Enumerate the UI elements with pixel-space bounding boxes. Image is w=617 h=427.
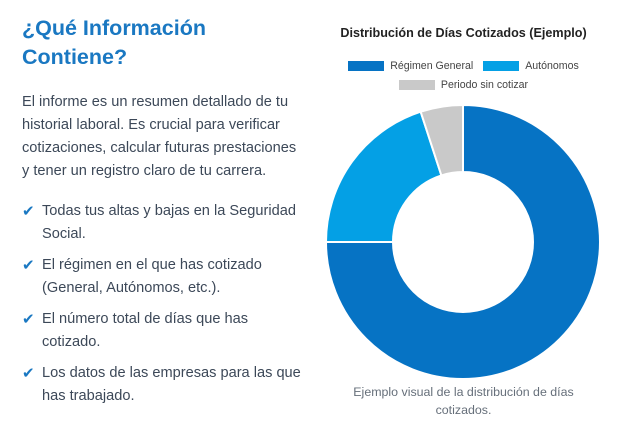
slice-periodo-sin-cotizar[interactable]	[419, 103, 464, 177]
list-item: ✔ El número total de días que has cotiza…	[22, 308, 302, 354]
chart-legend: Régimen General Autónomos Periodo sin co…	[310, 58, 617, 96]
donut-chart	[324, 103, 601, 380]
legend-swatch	[483, 60, 520, 71]
legend-item-regimen-general[interactable]: Régimen General	[348, 60, 473, 72]
feature-list: ✔ Todas tus altas y bajas en la Segurida…	[22, 200, 302, 408]
chart-panel: Distribución de Días Cotizados (Ejemplo)…	[310, 0, 617, 427]
legend-label: Autónomos	[525, 59, 579, 72]
slice-autonomos[interactable]	[324, 110, 443, 243]
info-panel: ¿Qué Información Contiene? El informe es…	[22, 14, 302, 416]
legend-label: Periodo sin cotizar	[440, 78, 529, 91]
legend-label: Régimen General	[390, 59, 474, 72]
checkmark-icon: ✔	[22, 203, 35, 220]
intro-paragraph: El informe es un resumen detallado de tu…	[22, 94, 297, 179]
checkmark-icon: ✔	[22, 257, 35, 274]
list-item: ✔ El régimen en el que has cotizado (Gen…	[22, 254, 302, 300]
list-item-text: El número total de días que has cotizado…	[42, 311, 249, 350]
legend-swatch	[348, 60, 385, 71]
list-item-text: Los datos de las empresas para las que h…	[42, 365, 301, 404]
legend-item-autonomos[interactable]: Autónomos	[483, 60, 579, 72]
legend-item-periodo-sin-cotizar[interactable]: Periodo sin cotizar	[398, 78, 529, 91]
slice-regimen-general[interactable]	[324, 103, 601, 380]
checkmark-icon: ✔	[22, 365, 35, 382]
legend-row: Régimen General Autónomos	[310, 58, 617, 73]
chart-title: Distribución de Días Cotizados (Ejemplo)	[340, 26, 587, 40]
chart-caption: Ejemplo visual de la distribución de día…	[353, 385, 574, 417]
legend-row: Periodo sin cotizar	[310, 77, 617, 92]
list-item-text: El régimen en el que has cotizado (Gener…	[42, 257, 262, 296]
section-heading: ¿Qué Información Contiene?	[22, 16, 206, 69]
list-item-text: Todas tus altas y bajas en la Seguridad …	[42, 203, 296, 242]
list-item: ✔ Los datos de las empresas para las que…	[22, 362, 302, 408]
legend-swatch	[398, 79, 435, 90]
checkmark-icon: ✔	[22, 311, 35, 328]
list-item: ✔ Todas tus altas y bajas en la Segurida…	[22, 200, 302, 246]
